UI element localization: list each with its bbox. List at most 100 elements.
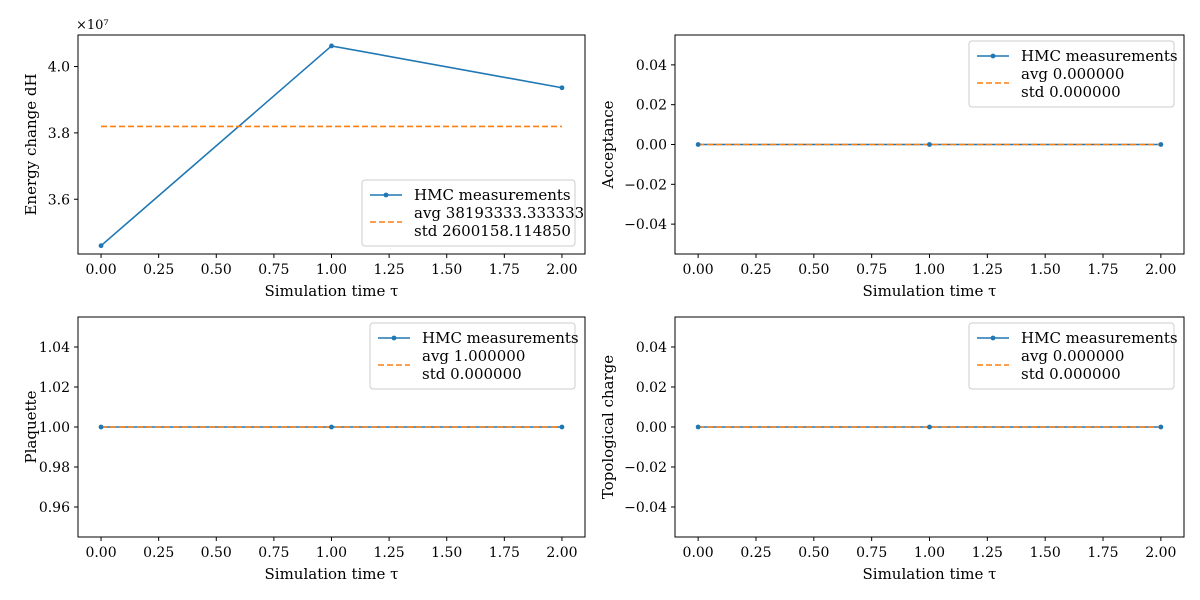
x-tick-label: 1.75: [489, 545, 520, 561]
x-tick-label: 0.50: [201, 262, 232, 278]
x-tick-label: 2.00: [546, 545, 577, 561]
x-tick-label: 1.25: [374, 262, 405, 278]
legend-entry-text: std 0.000000: [422, 365, 522, 383]
y-tick-label: 3.6: [48, 192, 70, 208]
x-tick-label: 0.00: [85, 262, 116, 278]
x-tick-label: 1.25: [972, 545, 1003, 561]
x-tick-label: 0.50: [201, 545, 232, 561]
legend-marker: [990, 335, 996, 341]
legend-box: [361, 179, 576, 247]
y-tick-label: 4.0: [48, 60, 70, 76]
y-tick-label: 0.04: [636, 340, 667, 356]
legend-entry-text: HMC measurements: [422, 329, 579, 347]
x-tick-label: 1.50: [431, 262, 462, 278]
legend-marker: [391, 335, 397, 341]
data-point: [695, 142, 701, 147]
legend-entry-text: HMC measurements: [1021, 47, 1178, 65]
y-offset-label: ×10⁷: [76, 18, 109, 33]
data-point: [98, 243, 104, 249]
y-tick-label: 0.96: [39, 500, 70, 516]
chart-panel-topological: 0.00 0.25 0.50 0.75 1.00 1.25 1.50 1.75 2.00 −0.0…: [599, 316, 1185, 583]
x-axis-label: Simulation time τ: [265, 565, 399, 583]
legend-entry-text: avg 38193333.333333: [414, 204, 584, 222]
y-tick-label: 1.02: [39, 380, 70, 396]
chart-panel-acceptance: 0.00 0.25 0.50 0.75 1.00 1.25 1.50 1.75 2.00 −0.0…: [599, 34, 1185, 300]
legend-entry-text: std 0.000000: [1021, 83, 1121, 101]
data-point: [927, 424, 932, 430]
x-tick-label: 1.75: [1087, 262, 1118, 278]
y-tick-label: 0.00: [636, 420, 667, 436]
y-tick-label: −0.02: [624, 460, 667, 476]
legend-entry-text: avg 0.000000: [1021, 347, 1124, 365]
x-tick-label: 0.00: [683, 262, 714, 278]
y-tick-label: 0.04: [636, 58, 667, 74]
legend-entry-text: HMC measurements: [1021, 329, 1178, 347]
data-point: [695, 424, 701, 430]
x-tick-label: 0.00: [85, 545, 116, 561]
x-tick-label: 0.75: [856, 545, 887, 561]
y-tick-label: 1.04: [39, 340, 70, 356]
x-tick-label: 1.00: [914, 545, 945, 561]
legend-entry-text: avg 1.000000: [422, 347, 525, 365]
data-point: [329, 43, 334, 49]
x-tick-label: 1.50: [431, 545, 462, 561]
y-axis-label: Energy change dH: [22, 73, 40, 215]
x-tick-label: 1.25: [972, 262, 1003, 278]
x-tick-label: 0.50: [798, 262, 829, 278]
legend-box: [968, 40, 1175, 108]
x-axis-label: Simulation time τ: [863, 565, 997, 583]
x-tick-label: 2.00: [1145, 545, 1176, 561]
chart-panel-energy: 0.00 0.25 0.50 0.75 1.00 1.25 1.50 1.75 2.00 3.6 3…: [22, 18, 586, 300]
x-tick-label: 2.00: [546, 262, 577, 278]
data-point: [98, 424, 104, 430]
legend-box: [369, 322, 576, 390]
x-tick-label: 0.50: [798, 545, 829, 561]
y-tick-label: 0.00: [636, 138, 667, 154]
data-point: [559, 85, 565, 91]
x-tick-label: 0.25: [143, 545, 174, 561]
x-axis-label: Simulation time τ: [863, 282, 997, 300]
y-tick-label: 0.98: [39, 460, 70, 476]
data-point: [329, 424, 334, 430]
legend-marker: [990, 53, 996, 59]
x-tick-label: 1.25: [374, 545, 405, 561]
x-tick-label: 0.25: [740, 545, 771, 561]
x-tick-label: 1.75: [1087, 545, 1118, 561]
x-tick-label: 2.00: [1145, 262, 1176, 278]
legend-entry-text: std 0.000000: [1021, 365, 1121, 383]
y-axis-label: Acceptance: [599, 100, 617, 189]
y-axis-label: Topological charge: [599, 355, 617, 499]
x-tick-label: 0.75: [856, 262, 887, 278]
y-tick-label: −0.04: [624, 217, 667, 233]
chart-panel-plaquette: 0.00 0.25 0.50 0.75 1.00 1.25 1.50 1.75 2.00 0.96…: [22, 316, 586, 583]
data-point: [927, 142, 932, 147]
y-tick-label: 3.8: [48, 126, 70, 142]
x-axis-label: Simulation time τ: [265, 282, 399, 300]
x-tick-label: 1.50: [1030, 545, 1061, 561]
x-tick-label: 1.00: [914, 262, 945, 278]
data-point: [559, 424, 565, 430]
x-tick-label: 0.00: [683, 545, 714, 561]
y-axis-label: Plaquette: [22, 390, 40, 463]
legend-entry-text: std 2600158.114850: [414, 222, 571, 240]
y-tick-label: 1.00: [39, 420, 70, 436]
x-tick-label: 1.00: [316, 545, 347, 561]
legend-entry-text: HMC measurements: [414, 186, 571, 204]
data-point: [1158, 142, 1164, 147]
x-tick-label: 1.75: [489, 262, 520, 278]
x-tick-label: 1.00: [316, 262, 347, 278]
legend-box: [968, 322, 1175, 390]
y-tick-label: −0.02: [624, 177, 667, 193]
y-tick-label: 0.02: [636, 380, 667, 396]
legend-entry-text: avg 0.000000: [1021, 65, 1124, 83]
x-tick-label: 0.75: [258, 262, 289, 278]
x-tick-label: 0.25: [740, 262, 771, 278]
x-tick-label: 0.75: [258, 545, 289, 561]
y-tick-label: −0.04: [624, 500, 667, 516]
x-tick-label: 0.25: [143, 262, 174, 278]
